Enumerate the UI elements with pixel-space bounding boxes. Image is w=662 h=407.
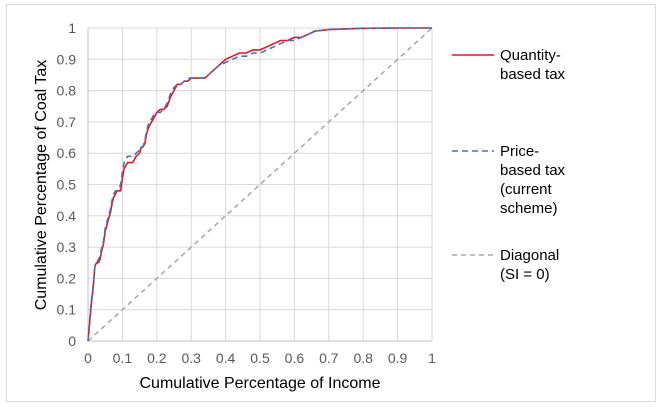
chart-frame xyxy=(6,4,656,402)
y-tick-label: 0.2 xyxy=(57,270,77,286)
x-tick-label: 0.6 xyxy=(285,350,305,366)
legend-label-1: Price-based tax (current scheme) xyxy=(500,143,566,217)
x-axis-label: Cumulative Percentage of Income xyxy=(139,375,380,392)
series-line-0 xyxy=(87,27,432,342)
legend-label-line: scheme) xyxy=(500,200,558,217)
y-tick-label: 0.3 xyxy=(57,239,77,255)
y-tick-label: 0.4 xyxy=(57,208,77,224)
legend-label-line: (SI = 0) xyxy=(500,266,550,283)
legend-label-2: Diagonal (SI = 0) xyxy=(500,247,559,283)
x-tick-labels: 0 0.1 0.2 0.3 0.4 0.5 0.6 0.7 0.8 0.9 1 xyxy=(84,350,436,366)
x-tick-label: 0.8 xyxy=(353,350,373,366)
x-tick-label: 1 xyxy=(428,350,436,366)
legend: Quantity-based tax Price-based tax (curren… xyxy=(452,47,566,283)
legend-label-line: Diagonal xyxy=(500,247,559,264)
legend-label-line: based tax xyxy=(500,66,566,83)
grid-lines xyxy=(87,27,433,342)
y-tick-label: 0 xyxy=(68,333,76,349)
x-tick-label: 0.9 xyxy=(388,350,408,366)
legend-label-line: based tax xyxy=(500,162,566,179)
series-line-2 xyxy=(87,27,433,342)
axes xyxy=(87,28,432,342)
legend-label-line: Price- xyxy=(500,143,539,160)
x-tick-label: 0.3 xyxy=(181,350,201,366)
legend-label-line: Quantity- xyxy=(500,47,561,64)
x-tick-label: 0.1 xyxy=(113,350,133,366)
series-line-1 xyxy=(87,27,432,342)
x-tick-label: 0.4 xyxy=(216,350,236,366)
x-tick-label: 0.7 xyxy=(319,350,339,366)
x-tick-label: 0 xyxy=(84,350,92,366)
y-tick-label: 0.6 xyxy=(57,145,77,161)
x-tick-label: 0.5 xyxy=(250,350,270,366)
y-tick-label: 0.5 xyxy=(57,177,77,193)
y-axis-label: Cumulative Percentage of Coal Tax xyxy=(33,60,50,311)
y-tick-label: 0.7 xyxy=(57,114,77,130)
y-tick-label: 0.9 xyxy=(57,51,77,67)
y-tick-label: 1 xyxy=(68,20,76,36)
y-tick-label: 0.8 xyxy=(57,83,77,99)
series-lines xyxy=(87,27,433,342)
legend-label-line: (current xyxy=(500,181,553,198)
x-tick-label: 0.2 xyxy=(147,350,167,366)
legend-label-0: Quantity-based tax xyxy=(500,47,566,83)
y-tick-labels: 0 0.1 0.2 0.3 0.4 0.5 0.6 0.7 0.8 0.9 1 xyxy=(57,20,77,349)
y-tick-label: 0.1 xyxy=(57,302,77,318)
